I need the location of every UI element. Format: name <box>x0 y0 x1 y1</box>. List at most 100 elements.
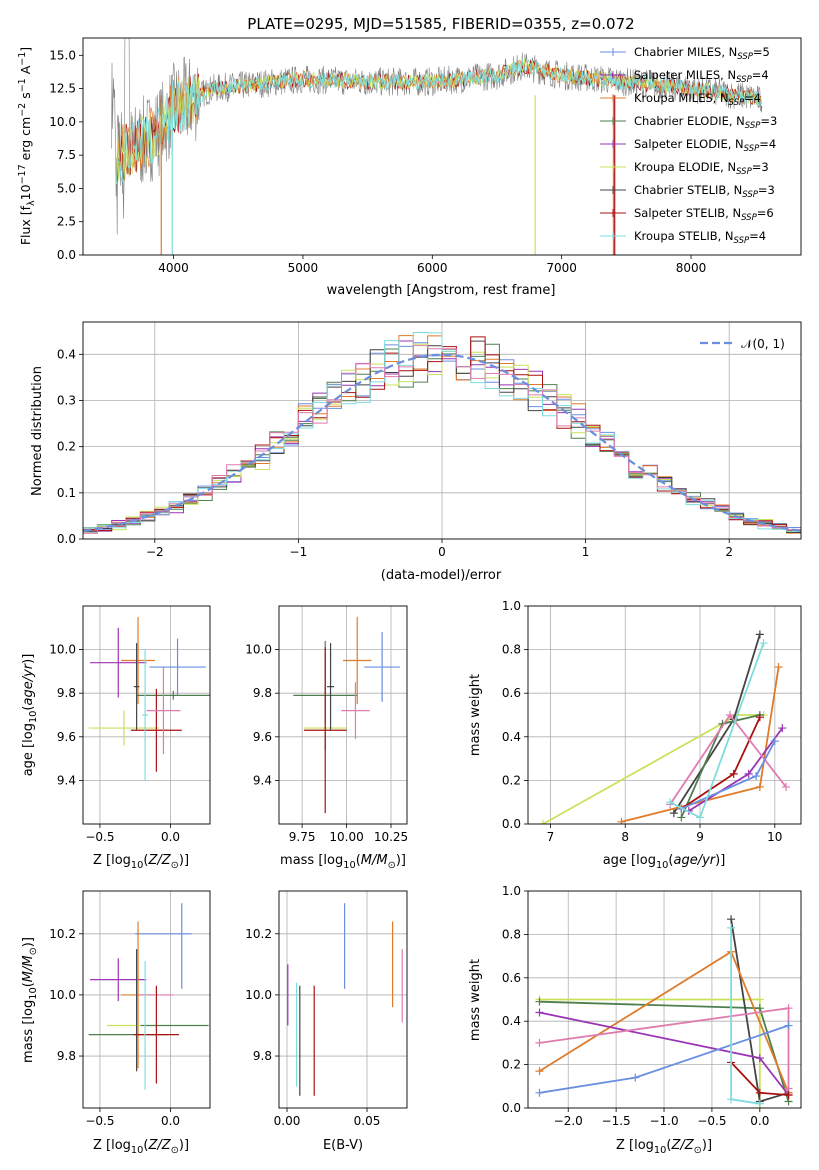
spectrum-data-line <box>111 38 763 235</box>
y-tick-label: 0.0 <box>57 248 76 262</box>
y-tick-label: 0.0 <box>502 1101 521 1115</box>
y-tick-label: 9.6 <box>253 730 272 744</box>
mass-weight-marker <box>752 772 761 781</box>
y-tick-label: 10.0 <box>49 643 76 657</box>
mass-weight-marker <box>727 1095 736 1104</box>
mass-weight-marker <box>755 1004 764 1013</box>
x-tick-label: 10 <box>767 830 782 844</box>
legend-label: Salpeter MILES, NSSP=4 <box>634 68 769 85</box>
legend-label: Kroupa STELIB, NSSP=4 <box>634 229 766 246</box>
x-tick-label: 9 <box>696 830 704 844</box>
mass-weight-marker <box>755 1099 764 1108</box>
mass-weight-marker <box>727 923 736 932</box>
mass-weight-marker <box>538 820 547 824</box>
y-tick-label: 1.0 <box>502 599 521 613</box>
x-tick-label: −0.5 <box>85 830 114 844</box>
y-tick-label: 9.8 <box>57 686 76 700</box>
mass-weight-marker <box>784 1021 793 1030</box>
panel-mass_vs_Z: −0.5 0.0 9.8 10.0 10.2 Z [log10(Z/Z⊙)] mass [l… <box>21 890 211 1156</box>
x-tick-label: 0.0 <box>750 1114 769 1128</box>
y-axis-label: age [log10(age/yr)] <box>21 654 39 777</box>
panel-massweight_vs_Z: −2.0 −1.5 −1.0 −0.5 0.0 0.0 0.2 0.4 0.6 0.8 1.0 Z [… <box>468 884 802 1156</box>
legend-label: Chabrier MILES, NSSP=5 <box>634 45 770 62</box>
mass-weight-marker <box>784 1090 793 1099</box>
x-axis-label: Z [log10(Z/Z⊙)] <box>616 1138 712 1156</box>
y-axis-label: mass [log10(M/M⊙)] <box>21 937 39 1063</box>
y-tick-label: 1.0 <box>502 884 521 898</box>
mass-weight-marker <box>677 813 686 822</box>
axes-frame <box>82 321 802 540</box>
mass-weight-marker <box>535 1038 544 1047</box>
mass-weight-marker <box>535 1088 544 1097</box>
legend-label: Salpeter ELODIE, NSSP=4 <box>634 137 776 154</box>
panel-spectrum: 4000 5000 6000 7000 8000 0.0 2.5 5.0 7.5 10.0 12.5… <box>17 37 802 298</box>
x-axis-label: E(B-V) <box>323 1138 363 1153</box>
plot-area <box>279 606 407 824</box>
plot-area <box>528 891 801 1108</box>
y-tick-label: 0.6 <box>502 686 521 700</box>
y-tick-label: 0.3 <box>57 393 76 407</box>
y-tick-label: 0.2 <box>502 773 521 787</box>
panel-massweight_vs_age: 7 8 9 10 0.0 0.2 0.4 0.6 0.8 1.0 age [log10(age/yr… <box>468 599 802 871</box>
panel-age_vs_Z: −0.5 0.0 9.4 9.6 9.8 10.0 Z [log10(Z/Z⊙)] age [… <box>21 605 211 871</box>
x-axis-label: (data-model)/error <box>381 568 502 583</box>
mass-weight-marker <box>755 630 764 639</box>
plot-area <box>83 322 801 539</box>
x-tick-label: 7 <box>547 830 555 844</box>
y-tick-label: 0.1 <box>57 486 76 500</box>
y-tick-label: 0.2 <box>502 1058 521 1072</box>
y-tick-label: 2.5 <box>57 215 76 229</box>
legend-label: 𝒩(0, 1) <box>741 337 785 351</box>
x-tick-label: 7000 <box>546 261 577 275</box>
legend-label: Chabrier ELODIE, NSSP=3 <box>634 114 777 131</box>
panel-residuals: −2 −1 0 1 2 0.0 0.1 0.2 0.3 0.4 𝒩(0, 1) (data-model… <box>30 321 802 583</box>
plot-area <box>279 891 407 1108</box>
y-tick-label: 10.2 <box>49 927 76 941</box>
mass-weight-line <box>539 998 761 1108</box>
y-tick-label: 0.6 <box>502 971 521 985</box>
x-tick-label: 0 <box>438 545 446 559</box>
y-tick-label: 9.6 <box>57 730 76 744</box>
y-axis-label: Flux [fλ10−17 erg cm−2 s−1 A−1] <box>17 47 37 245</box>
residual-histogram <box>83 332 801 539</box>
mass-weight-marker <box>759 639 768 648</box>
mass-weight-marker <box>755 995 764 1004</box>
x-axis-label: mass [log10(M/M⊙)] <box>280 853 406 871</box>
x-tick-label: −2.0 <box>554 1114 583 1128</box>
y-axis-label: mass weight <box>468 674 483 756</box>
figure-title: PLATE=0295, MJD=51585, FIBERID=0355, z=0… <box>247 15 634 33</box>
y-tick-label: 0.8 <box>502 927 521 941</box>
mass-weight-line <box>673 634 761 814</box>
plot-area <box>111 38 763 255</box>
mass-weight-marker <box>696 813 705 822</box>
y-tick-label: 10.2 <box>245 927 272 941</box>
x-tick-label: 6000 <box>417 261 448 275</box>
mass-weight-marker <box>774 663 783 672</box>
y-tick-label: 0.2 <box>57 440 76 454</box>
mass-weight-marker <box>729 769 738 778</box>
x-tick-label: 0.0 <box>161 1114 180 1128</box>
legend-label: Salpeter STELIB, NSSP=6 <box>634 206 774 223</box>
x-tick-label: 10.25 <box>374 830 408 844</box>
y-tick-label: 9.4 <box>57 773 76 787</box>
y-tick-label: 7.5 <box>57 148 76 162</box>
y-tick-label: 10.0 <box>245 643 272 657</box>
x-tick-label: 8000 <box>676 261 707 275</box>
gaussian-curve <box>83 353 801 532</box>
legend-label: Chabrier STELIB, NSSP=3 <box>634 183 775 200</box>
y-tick-label: 15.0 <box>49 48 76 62</box>
mass-weight-marker <box>755 782 764 791</box>
x-tick-label: 4000 <box>158 261 189 275</box>
y-tick-label: 12.5 <box>49 82 76 96</box>
x-tick-label: −0.5 <box>697 1114 726 1128</box>
y-tick-label: 10.0 <box>245 988 272 1002</box>
spectrum-legend: Chabrier MILES, NSSP=5 Salpeter MILES, NS… <box>600 45 777 246</box>
plot-area <box>83 891 210 1108</box>
axes-frame <box>82 605 211 825</box>
axes-frame <box>82 890 211 1109</box>
x-tick-label: −1.0 <box>649 1114 678 1128</box>
y-tick-label: 10.0 <box>49 988 76 1002</box>
axes-frame <box>82 37 802 256</box>
panel-mass_vs_ebv: 0.00 0.05 9.8 10.0 10.2 E(B-V) <box>245 890 408 1153</box>
